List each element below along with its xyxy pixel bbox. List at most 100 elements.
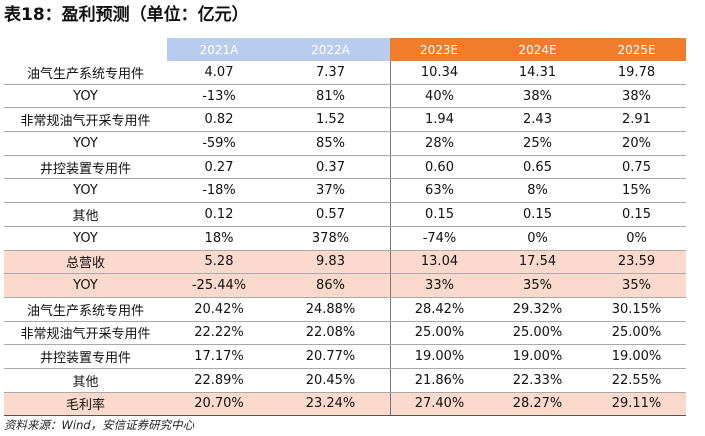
table-cell: 20.70%: [194, 396, 244, 412]
table-row-total-revenue: 总营收 5.28 9.83 13.04 17.54 23.59: [4, 250, 686, 275]
table-cell: 5.28: [204, 254, 234, 270]
row-label: YOY: [73, 278, 98, 294]
table-row: 井控装置专用件 0.27 0.37 0.60 0.65 0.75: [4, 155, 686, 180]
table-cell: 8%: [527, 183, 548, 199]
table-cell: 20%: [622, 135, 651, 151]
table-cell: 13.04: [390, 250, 488, 274]
earnings-forecast-table: 2021A 2022A 2023E 2024E 2025E 油气生产系统专用件 …: [4, 38, 686, 417]
table-cell: 37%: [316, 183, 345, 199]
table-cell: 20.77%: [305, 349, 356, 365]
table-row: 井控装置专用件 17.17% 20.77% 19.00% 19.00% 19.0…: [4, 345, 686, 369]
header-cell-2025e: 2025E: [587, 38, 686, 61]
header-cell-label: [4, 38, 167, 61]
table-cell: 1.52: [316, 112, 345, 128]
header-cell-2024e: 2024E: [488, 38, 587, 61]
table-cell: 15%: [622, 183, 651, 199]
source-note: 资料来源：Wind，安信证券研究中心: [4, 418, 195, 432]
table-row: 非常规油气开采专用件 22.22% 22.08% 25.00% 25.00% 2…: [4, 321, 686, 346]
table-cell: 28.27%: [512, 396, 563, 412]
row-label: 井控装置专用件: [39, 351, 131, 367]
header-cell-2021a: 2021A: [167, 38, 271, 61]
table-cell: 19.00%: [611, 349, 662, 365]
table-cell: 0.60: [390, 155, 488, 179]
table-cell: 19.00%: [512, 349, 563, 365]
table-cell: 29.32%: [512, 301, 563, 317]
table-cell: 19.78: [617, 64, 656, 80]
row-label: YOY: [73, 230, 98, 246]
row-label: YOY: [73, 88, 98, 104]
table-cell: 0%: [527, 230, 548, 246]
table-cell: 22.22%: [194, 325, 244, 341]
table-row: YOY -18% 37% 63% 8% 15%: [4, 179, 686, 204]
table-cell: 29.11%: [611, 396, 662, 412]
table-cell: 81%: [316, 88, 345, 104]
table-cell: 20.45%: [305, 372, 356, 388]
table-cell: -18%: [202, 183, 236, 199]
table-row: 其他 0.12 0.57 0.15 0.15 0.15: [4, 203, 686, 227]
table-row: 油气生产系统专用件 20.42% 24.88% 28.42% 29.32% 30…: [4, 297, 686, 322]
table-cell: 0.37: [316, 159, 345, 175]
table-cell: -74%: [390, 226, 488, 250]
table-cell: -13%: [202, 88, 236, 104]
table-cell: 28%: [390, 132, 488, 155]
table-cell: 22.89%: [194, 372, 244, 388]
row-label: YOY: [73, 135, 98, 151]
table-cell: 0.12: [204, 206, 234, 222]
table-cell: -25.44%: [191, 278, 247, 294]
row-label: 非常规油气开采专用件: [20, 114, 151, 130]
table-cell: 25.00%: [611, 325, 662, 341]
table-row: YOY 18% 378% -74% 0% 0%: [4, 226, 686, 251]
table-cell: 22.08%: [305, 325, 356, 341]
table-row: 其他 22.89% 20.45% 21.86% 22.33% 22.55%: [4, 368, 686, 393]
table-cell: -59%: [202, 135, 236, 151]
table-cell: 0.15: [390, 203, 488, 226]
table-cell: 25.00%: [390, 321, 488, 345]
row-label: 井控装置专用件: [39, 161, 131, 177]
table-cell: 378%: [311, 230, 350, 246]
table-cell: 38%: [523, 88, 552, 104]
table-cell: 30.15%: [611, 301, 662, 317]
table-cell: 27.40%: [390, 392, 488, 416]
table-cell: 25%: [523, 135, 552, 151]
table-cell: 35%: [523, 278, 552, 294]
table-cell: 0.15: [523, 206, 552, 222]
header-cell-2023e: 2023E: [390, 38, 488, 61]
table-cell: 18%: [204, 230, 234, 246]
row-label: 总营收: [65, 256, 105, 272]
table-cell: 40%: [390, 84, 488, 108]
row-label: 毛利率: [65, 398, 105, 414]
table-cell: 2.43: [523, 112, 552, 128]
table-cell: 22.33%: [512, 372, 563, 388]
table-cell: 20.42%: [194, 301, 244, 317]
row-label: 油气生产系统专用件: [26, 303, 144, 319]
table-row: 油气生产系统专用件 4.07 7.37 10.34 14.31 19.78: [4, 61, 686, 85]
table-cell: 10.34: [390, 61, 488, 84]
table-cell: 85%: [316, 135, 345, 151]
table-cell: 19.00%: [390, 345, 488, 368]
row-label: 非常规油气开采专用件: [20, 327, 151, 343]
table-cell: 23.59: [617, 254, 656, 270]
table-cell: 0.15: [622, 206, 651, 222]
table-cell: 22.55%: [611, 372, 662, 388]
table-cell: 1.94: [390, 108, 488, 132]
table-cell: 17.17%: [194, 349, 244, 365]
table-cell: 23.24%: [305, 396, 356, 412]
table-row: YOY -13% 81% 40% 38% 38%: [4, 84, 686, 109]
table-cell: 0.65: [523, 159, 552, 175]
table-cell: 4.07: [204, 64, 234, 80]
row-label: YOY: [73, 183, 98, 199]
table-cell: 14.31: [518, 64, 557, 80]
table-header-row: 2021A 2022A 2023E 2024E 2025E: [4, 38, 686, 61]
table-cell: 63%: [390, 179, 488, 203]
table-cell: 25.00%: [512, 325, 563, 341]
row-label: 油气生产系统专用件: [26, 66, 144, 82]
table-row-total-revenue-yoy: YOY -25.44% 86% 33% 35% 35%: [4, 274, 686, 298]
table-cell: 21.86%: [390, 368, 488, 392]
table-cell: 0.82: [204, 112, 234, 128]
table-cell: 7.37: [316, 64, 345, 80]
table-cell: 0.27: [204, 159, 234, 175]
table-row-gross-margin: 毛利率 20.70% 23.24% 27.40% 28.27% 29.11%: [4, 392, 686, 417]
table-cell: 0%: [626, 230, 647, 246]
table-row: YOY -59% 85% 28% 25% 20%: [4, 132, 686, 156]
table-cell: 28.42%: [390, 297, 488, 321]
